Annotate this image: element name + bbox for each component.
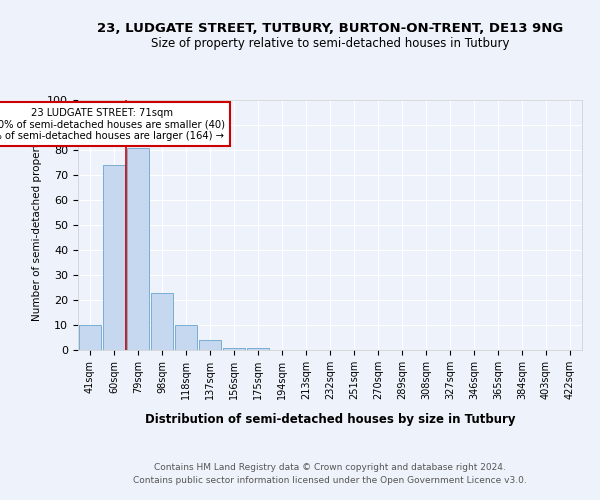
Bar (247, 348, 269, 350)
Y-axis label: Number of semi-detached properties: Number of semi-detached properties (32, 128, 42, 322)
Text: Contains public sector information licensed under the Open Government Licence v3: Contains public sector information licen… (133, 476, 527, 485)
Text: 23 LUDGATE STREET: 71sqm
← 20% of semi-detached houses are smaller (40)
80% of s: 23 LUDGATE STREET: 71sqm ← 20% of semi-d… (0, 108, 224, 140)
Bar (151, 292, 173, 350)
Text: Size of property relative to semi-detached houses in Tutbury: Size of property relative to semi-detach… (151, 38, 509, 51)
Bar (199, 340, 221, 350)
Bar (127, 148, 149, 350)
Text: Contains HM Land Registry data © Crown copyright and database right 2024.: Contains HM Land Registry data © Crown c… (154, 462, 506, 471)
Bar (79, 325, 101, 350)
Text: 23, LUDGATE STREET, TUTBURY, BURTON-ON-TRENT, DE13 9NG: 23, LUDGATE STREET, TUTBURY, BURTON-ON-T… (97, 22, 563, 36)
Text: Distribution of semi-detached houses by size in Tutbury: Distribution of semi-detached houses by … (145, 412, 515, 426)
Bar (223, 348, 245, 350)
Bar (175, 325, 197, 350)
Bar (103, 165, 125, 350)
